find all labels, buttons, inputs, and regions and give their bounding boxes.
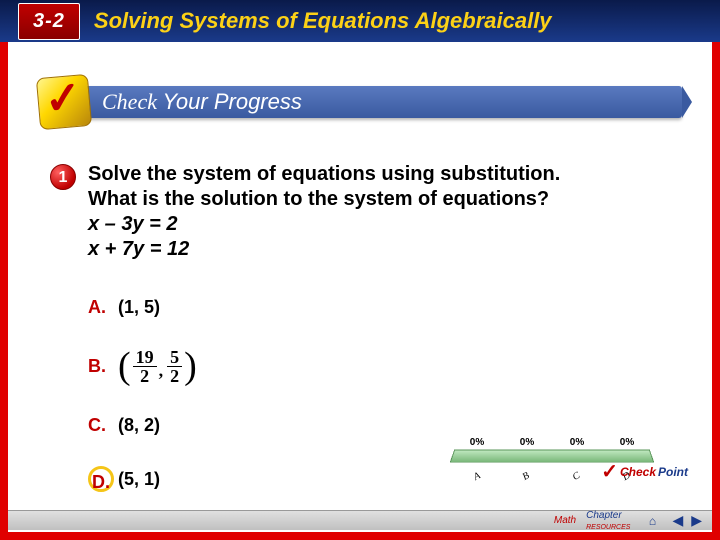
paren-left: ( xyxy=(118,351,131,381)
next-arrow-button[interactable]: ▶ xyxy=(691,512,702,529)
answer-a-value: (1, 5) xyxy=(118,297,160,318)
footer-nav: Math Chapter RESOURCES ⌂ ◀ ▶ xyxy=(8,510,712,530)
check-progress-banner: Check Your Progress xyxy=(38,82,682,122)
answer-d-letter: D. xyxy=(88,466,114,492)
comma: , xyxy=(159,360,164,381)
checkpoint-logo: ✓ CheckPoint xyxy=(601,459,688,484)
math-online-label[interactable]: Math xyxy=(554,515,576,526)
banner-suffix: Your Progress xyxy=(162,89,301,115)
banner-prefix: Check xyxy=(102,89,157,114)
prev-arrow-button[interactable]: ◀ xyxy=(672,512,683,529)
question-line1: Solve the system of equations using subs… xyxy=(88,162,672,187)
chart-val-c: 0% xyxy=(570,437,584,448)
chart-label-c: C xyxy=(571,470,582,483)
answer-c[interactable]: C. (8, 2) xyxy=(88,415,197,436)
equation-2: x + 7y = 12 xyxy=(88,237,672,262)
banner-bar: Check Your Progress xyxy=(78,86,682,118)
answer-b-value: ( 192 , 52 ) xyxy=(118,348,197,385)
content-area: Check Your Progress 1 Solve the system o… xyxy=(8,42,712,532)
chart-label-b: B xyxy=(521,470,532,483)
chapter-text: Chapter xyxy=(586,510,622,521)
chart-val-a: 0% xyxy=(470,437,484,448)
question-number-badge: 1 xyxy=(50,164,76,190)
checkpoint-check-icon: ✓ xyxy=(601,459,618,484)
header-title: Solving Systems of Equations Algebraical… xyxy=(94,8,552,34)
answer-b-letter: B. xyxy=(88,356,118,377)
answer-d-value: (5, 1) xyxy=(118,469,160,490)
answer-c-letter: C. xyxy=(88,415,118,436)
chart-val-b: 0% xyxy=(520,437,534,448)
math-text: Math xyxy=(554,515,576,526)
section-badge: 3-2 xyxy=(18,3,80,40)
answer-a-letter: A. xyxy=(88,297,118,318)
paren-right: ) xyxy=(184,351,197,381)
question-line2: What is the solution to the system of eq… xyxy=(88,187,672,212)
frac2-den: 2 xyxy=(167,367,182,385)
checkpoint-text-1: Check xyxy=(620,465,656,479)
answer-c-value: (8, 2) xyxy=(118,415,160,436)
answer-a[interactable]: A. (1, 5) xyxy=(88,297,197,318)
chart-values-row: 0% 0% 0% 0% xyxy=(452,437,652,448)
chapter-resources-label[interactable]: Chapter RESOURCES xyxy=(586,510,630,532)
answer-list: A. (1, 5) B. ( 192 , 52 ) C. (8, 2) D. (… xyxy=(88,297,197,522)
frac1-den: 2 xyxy=(137,367,152,385)
chart-val-d: 0% xyxy=(620,437,634,448)
chart-label-a: A xyxy=(471,470,482,483)
home-button[interactable]: ⌂ xyxy=(640,513,664,529)
answer-b[interactable]: B. ( 192 , 52 ) xyxy=(88,348,197,385)
equation-1: x – 3y = 2 xyxy=(88,212,672,237)
header-bar: 3-2 Solving Systems of Equations Algebra… xyxy=(0,0,720,42)
answer-d[interactable]: D. (5, 1) xyxy=(88,466,197,492)
question-text: Solve the system of equations using subs… xyxy=(88,162,672,262)
frac2-num: 5 xyxy=(167,348,182,367)
resources-text: RESOURCES xyxy=(586,524,630,531)
checkpoint-text-2: Point xyxy=(658,465,688,479)
fraction-1: 192 xyxy=(133,348,157,385)
frac1-num: 19 xyxy=(133,348,157,367)
fraction-2: 52 xyxy=(167,348,182,385)
question-block: 1 Solve the system of equations using su… xyxy=(54,162,672,262)
checkmark-icon xyxy=(36,74,92,130)
